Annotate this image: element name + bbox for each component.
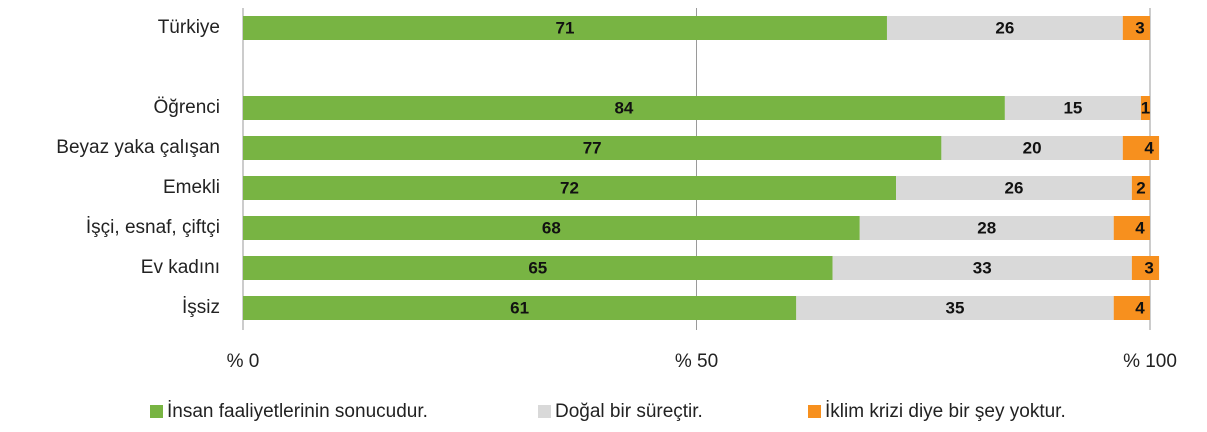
value-label: 4	[1144, 138, 1154, 157]
bar-segment	[243, 216, 860, 240]
legend-swatch	[538, 405, 551, 418]
bar-segment	[243, 136, 942, 160]
value-label: 3	[1135, 18, 1144, 37]
legend-swatch	[808, 405, 821, 418]
value-label: 65	[528, 258, 547, 277]
legend-label: İklim krizi diye bir şey yoktur.	[825, 401, 1066, 422]
bar-segment	[859, 216, 1114, 240]
category-label: İşçi, esnaf, çiftçi	[86, 217, 220, 238]
bar-segment	[243, 296, 797, 320]
value-label: 68	[542, 218, 561, 237]
value-label: 84	[614, 98, 633, 117]
value-label: 35	[946, 298, 965, 317]
bar-segment	[1122, 136, 1160, 160]
value-label: 4	[1135, 218, 1145, 237]
value-label: 4	[1135, 298, 1145, 317]
bar-segment	[1131, 176, 1150, 200]
value-label: 61	[510, 298, 529, 317]
category-label: Emekli	[163, 177, 220, 198]
bar-segment	[1113, 216, 1150, 240]
value-label: 1	[1141, 98, 1150, 117]
value-label: 20	[1023, 138, 1042, 157]
x-tick-label: % 0	[227, 351, 260, 372]
category-label: Beyaz yaka çalışan	[56, 137, 220, 158]
bar-segment	[243, 256, 833, 280]
value-label: 26	[1004, 178, 1023, 197]
value-label: 26	[995, 18, 1014, 37]
legend-label: İnsan faaliyetlerinin sonucudur.	[167, 401, 428, 422]
value-label: 28	[977, 218, 996, 237]
value-label: 71	[556, 18, 575, 37]
legend-label: Doğal bir süreçtir.	[555, 401, 703, 422]
bar-segment	[796, 296, 1114, 320]
x-tick-label: % 100	[1123, 351, 1177, 372]
legend-swatch	[150, 405, 163, 418]
bar-segment	[1140, 96, 1150, 120]
bar-segment	[1113, 296, 1150, 320]
category-label: Öğrenci	[153, 97, 220, 118]
value-label: 33	[973, 258, 992, 277]
bar-segment	[896, 176, 1132, 200]
bar-segment	[1004, 96, 1141, 120]
category-label: Ev kadını	[141, 257, 220, 278]
value-label: 77	[583, 138, 602, 157]
bar-segment	[243, 176, 897, 200]
category-label: Türkiye	[158, 17, 220, 38]
bar-segment	[832, 256, 1132, 280]
value-label: 15	[1063, 98, 1082, 117]
value-label: 72	[560, 178, 579, 197]
bar-segment	[886, 16, 1123, 40]
category-label: İşsiz	[182, 297, 220, 318]
bar-segment	[1122, 16, 1150, 40]
value-label: 2	[1136, 178, 1145, 197]
bar-segment	[243, 96, 1005, 120]
bar-segment	[1131, 256, 1160, 280]
x-tick-label: % 50	[675, 351, 718, 372]
bar-segment	[243, 16, 887, 40]
bar-segment	[941, 136, 1123, 160]
value-label: 3	[1144, 258, 1153, 277]
